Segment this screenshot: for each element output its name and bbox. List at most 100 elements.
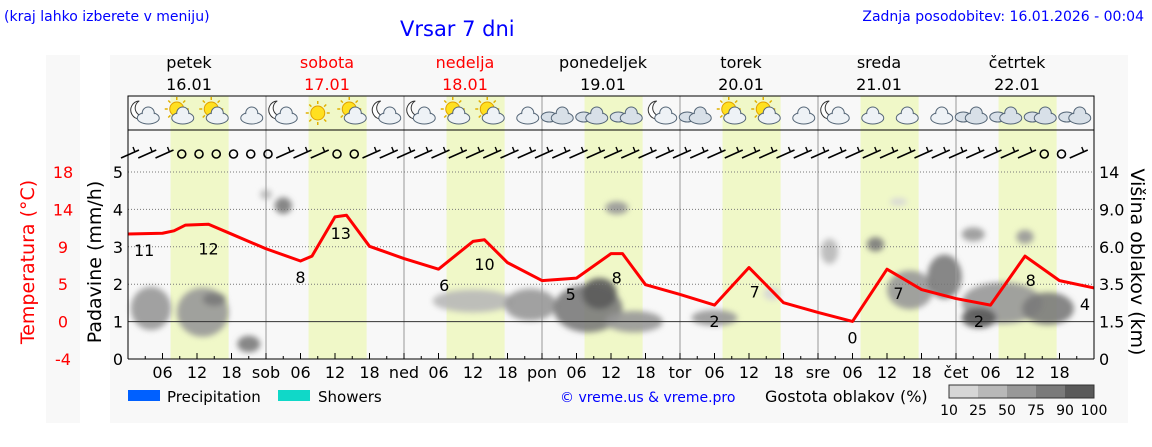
day-date: 20.01: [718, 75, 764, 94]
cloud-fill: [862, 113, 883, 123]
wind-barb-icon: [879, 146, 899, 159]
wind-barb-shaft: [827, 149, 847, 159]
temperature-label: 7: [750, 283, 760, 302]
wind-barb-shaft: [1069, 149, 1089, 159]
density-tick: 90: [1056, 403, 1074, 419]
wind-barb-feather: [563, 146, 567, 153]
x-tick-label: 06: [980, 363, 1000, 382]
cloud-fill: [517, 113, 538, 123]
cloud-height-axis-label: Višina oblakov (km): [1126, 169, 1148, 356]
wind-barb-feather: [322, 146, 326, 153]
sun-ray: [202, 114, 206, 119]
wind-barb-icon: [983, 146, 1002, 159]
cloud-fill: [1069, 113, 1090, 123]
cloud-height-tick: 9.0: [1099, 200, 1124, 219]
temp-tick: 14: [53, 200, 73, 219]
wind-barb-feather: [580, 146, 585, 153]
sun-ray: [182, 99, 186, 104]
wind-barb-shaft: [603, 149, 623, 159]
cloud-density-blob: [605, 201, 629, 215]
copyright-link[interactable]: © vreme.us & vreme.pro: [560, 390, 735, 406]
temperature-label: 13: [331, 224, 351, 243]
x-tick-label: 06: [290, 363, 310, 382]
cloud-fill: [138, 113, 159, 123]
sun-ray: [340, 114, 344, 119]
density-tick: 10: [940, 403, 958, 419]
wind-barb-feather: [770, 146, 774, 153]
cloud-density-blob: [889, 198, 908, 206]
temp-axis-panel: [46, 55, 80, 423]
density-swatch: [1007, 385, 1036, 398]
wind-barb-icon: [689, 146, 709, 159]
wind-barb-shaft: [672, 149, 692, 159]
wind-barb-feather: [891, 146, 895, 153]
location-hint[interactable]: (kraj lahko izberete v meniju): [4, 9, 210, 25]
wind-barb-shaft: [551, 149, 571, 159]
cloud-heavy-icon: [609, 106, 643, 125]
sun-ray: [323, 103, 327, 108]
wind-barb-icon: [793, 146, 813, 159]
wind-barb-icon: [707, 146, 726, 159]
temp-axis-label: Temperatura (°C): [17, 180, 39, 345]
temperature-label: 11: [134, 241, 154, 260]
legend: Precipitation Showers © vreme.us & vreme…: [128, 384, 1107, 419]
x-tick-label: 18: [635, 363, 655, 382]
wind-barb-feather: [805, 146, 809, 153]
day-date: 21.01: [856, 75, 902, 94]
sun-ray: [308, 103, 312, 108]
x-tick-label: 06: [842, 363, 862, 382]
cloud-fill: [207, 113, 228, 123]
density-tick: 50: [998, 403, 1016, 419]
cloud-fill: [621, 113, 642, 123]
cloud-density-blob: [504, 288, 557, 321]
sun-ray: [308, 118, 312, 123]
temperature-label: 2: [709, 312, 719, 331]
sun-cloud-icon: [199, 97, 229, 125]
precipitation-legend: Precipitation: [167, 388, 261, 406]
cloud-density-blob: [582, 277, 617, 310]
cloud-density-blob: [927, 254, 962, 299]
wind-calm-icon: [228, 149, 239, 159]
x-tick-label: 18: [773, 363, 793, 382]
wind-barb-icon: [500, 146, 519, 159]
wind-barb-icon: [965, 146, 985, 159]
precip-tick: 5: [113, 163, 123, 182]
cloud-fill: [172, 113, 193, 123]
sun-cloud-icon: [337, 97, 367, 125]
wind-barb-shaft: [379, 149, 399, 159]
wind-barb-shaft: [534, 149, 554, 159]
cloud-heavy-icon: [540, 106, 574, 125]
wind-barb-shaft: [689, 149, 709, 159]
wind-barb-feather: [632, 146, 636, 153]
wind-barb-shaft: [758, 149, 778, 159]
cloud-fill: [1000, 113, 1021, 123]
temperature-label: 7: [893, 284, 903, 303]
wind-barb-shaft: [707, 149, 726, 159]
temperature-label: 2: [974, 312, 984, 331]
wind-barb-feather: [132, 146, 136, 153]
cloud-icon: [930, 106, 954, 125]
cloud-icon: [516, 106, 540, 125]
x-tick-label: 18: [221, 363, 241, 382]
wind-barb-icon: [396, 146, 416, 159]
wind-barb-icon: [655, 146, 675, 159]
x-tick-label: ned: [389, 363, 419, 382]
wind-barb-shaft: [638, 149, 657, 159]
showers-swatch: [278, 390, 310, 401]
moon-cloud-icon: [268, 100, 298, 125]
cloud-height-tick: 1.5: [1099, 313, 1124, 332]
precipitation-swatch: [128, 390, 160, 401]
wind-barb-feather: [149, 146, 153, 153]
wind-barb-shaft: [724, 149, 744, 159]
day-name: sreda: [857, 53, 901, 72]
wind-barb-icon: [517, 146, 537, 159]
wind-barb-shaft: [1017, 149, 1037, 159]
wind-barb-icon: [569, 146, 588, 159]
wind-barb-icon: [758, 146, 778, 159]
wind-barb-icon: [379, 146, 399, 159]
cloud-fill: [724, 113, 745, 123]
daylight-band: [446, 96, 505, 359]
page-title: Vrsar 7 dni: [400, 17, 515, 41]
wind-barb-feather: [373, 146, 378, 153]
x-tick-label: 12: [601, 363, 621, 382]
